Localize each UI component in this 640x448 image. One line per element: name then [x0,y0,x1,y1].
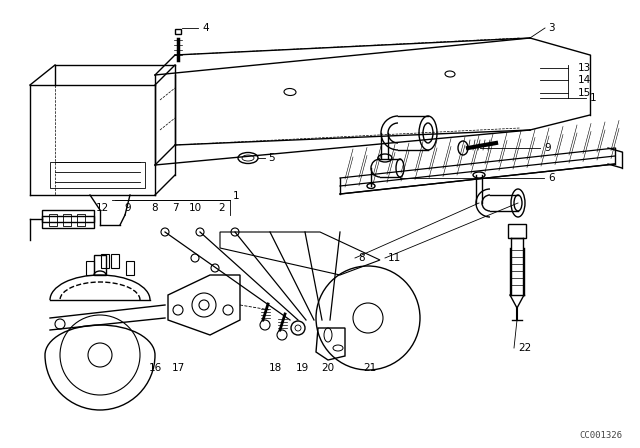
Text: 11: 11 [388,253,401,263]
Text: 9: 9 [125,203,131,213]
Bar [86,261,94,275]
Text: CC001326: CC001326 [579,431,622,440]
Bar [126,261,134,275]
Text: 1: 1 [233,191,239,201]
Text: 15: 15 [578,88,591,98]
Bar [42,210,94,228]
Text: 16: 16 [148,363,162,373]
Text: 7: 7 [172,203,179,213]
Text: 5: 5 [268,153,275,163]
Text: 17: 17 [172,363,184,373]
Text: 12: 12 [95,203,109,213]
Text: 20: 20 [321,363,335,373]
Bar [42,216,94,222]
Bar [49,214,57,226]
Bar [94,255,106,275]
Text: 6: 6 [548,173,555,183]
Text: 9: 9 [544,143,550,153]
Bar [101,254,109,268]
Text: 3: 3 [548,23,555,33]
Text: 8: 8 [358,253,365,263]
Text: 14: 14 [578,75,591,85]
Text: 18: 18 [268,363,282,373]
Bar [50,162,145,188]
Text: 8: 8 [152,203,158,213]
Bar [111,254,119,268]
Text: 19: 19 [296,363,308,373]
Text: 2: 2 [219,203,225,213]
Bar [175,29,181,34]
Text: 10: 10 [188,203,202,213]
Text: 22: 22 [518,343,531,353]
Bar [63,214,71,226]
Text: 21: 21 [364,363,376,373]
Text: 4: 4 [202,23,209,33]
Bar [508,224,526,238]
Text: 13: 13 [578,63,591,73]
Bar [77,214,85,226]
Text: 1: 1 [590,93,596,103]
